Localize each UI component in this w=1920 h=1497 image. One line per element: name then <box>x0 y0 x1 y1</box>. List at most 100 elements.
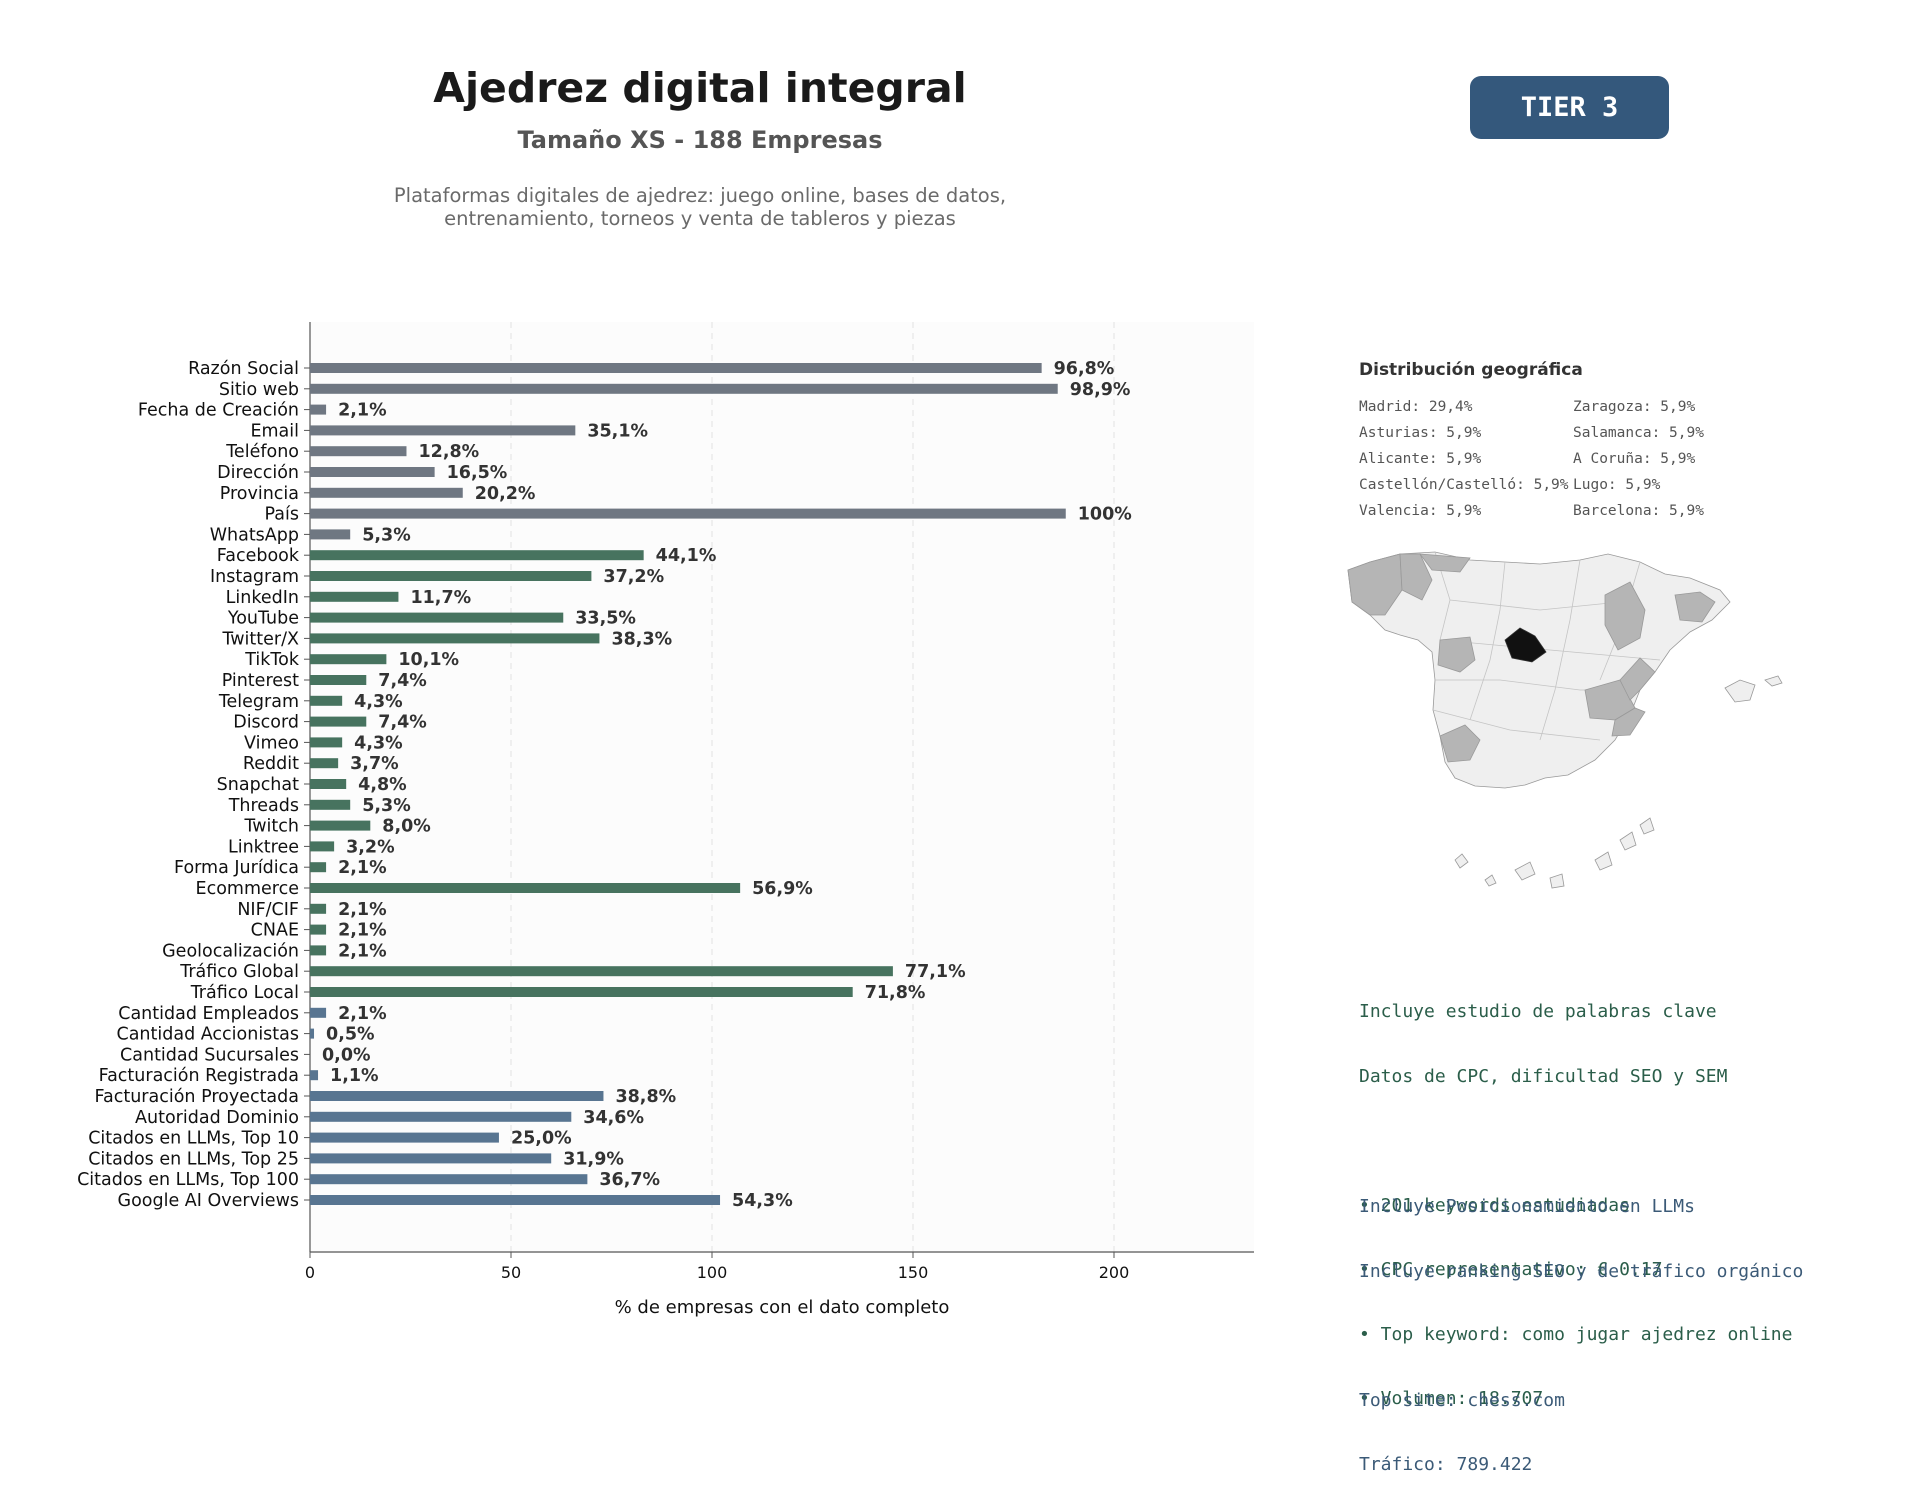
llm-info-line <box>1359 1325 1803 1347</box>
bar-value-label: 2,1% <box>338 921 387 941</box>
category-label: Google AI Overviews <box>118 1191 299 1211</box>
category-label: Cantidad Accionistas <box>116 1025 299 1045</box>
bar-value-label: 11,7% <box>410 588 471 608</box>
map-region-galicia <box>1347 553 1403 616</box>
category-label: Geolocalización <box>162 941 299 961</box>
geo-item: Barcelona: 5,9% <box>1573 503 1704 519</box>
category-label: Linktree <box>228 837 299 857</box>
keywords-info-line: • Volumen: 18.707 <box>1359 1388 1544 1409</box>
bar-value-label: 4,3% <box>354 733 403 753</box>
category-label: Citados en LLMs, Top 10 <box>88 1129 299 1149</box>
bar-value-label: 7,4% <box>378 713 427 733</box>
bar-value-label: 71,8% <box>865 983 926 1003</box>
bar-value-label: 0,5% <box>326 1025 375 1045</box>
bar-value-label: 31,9% <box>563 1149 624 1169</box>
bar <box>310 737 343 748</box>
bar-value-label: 0,0% <box>322 1045 371 1065</box>
bar-value-label: 38,3% <box>611 629 672 649</box>
category-label: Citados en LLMs, Top 100 <box>77 1170 299 1190</box>
bar <box>310 1111 572 1122</box>
bar <box>310 862 327 873</box>
bar <box>310 404 327 415</box>
bar <box>310 779 347 789</box>
bar-value-label: 37,2% <box>603 567 664 587</box>
geo-item: A Coruña: 5,9% <box>1573 451 1696 467</box>
category-label: Facebook <box>217 546 300 566</box>
geo-item: Asturias: 5,9% <box>1359 425 1482 441</box>
category-label: NIF/CIF <box>237 900 299 920</box>
category-label: Twitch <box>243 817 299 837</box>
keywords-info-line: Datos de CPC, dificultad SEO y SEM <box>1359 1065 1728 1087</box>
bar-value-label: 5,3% <box>362 796 411 816</box>
x-tick-label: 200 <box>1099 1263 1130 1282</box>
category-label: Provincia <box>220 484 299 504</box>
geo-item: Alicante: 5,9% <box>1359 451 1482 467</box>
bar <box>310 467 435 477</box>
bar <box>310 675 367 685</box>
category-label: Dirección <box>217 463 299 483</box>
category-label: Razón Social <box>188 359 299 379</box>
bar-value-label: 36,7% <box>599 1170 660 1190</box>
bar-value-label: 5,3% <box>362 525 411 545</box>
bar <box>310 987 853 997</box>
bar <box>310 383 1058 394</box>
category-label: Threads <box>228 796 299 816</box>
bar-value-label: 16,5% <box>447 463 508 483</box>
map-region-castellon <box>1619 657 1656 701</box>
x-tick-label: 150 <box>898 1263 929 1282</box>
bar-value-label: 56,9% <box>752 879 813 899</box>
category-label: Twitter/X <box>221 629 299 649</box>
bar <box>310 654 387 665</box>
bar <box>310 425 576 436</box>
category-label: Email <box>250 421 299 441</box>
bar-value-label: 4,8% <box>358 775 407 795</box>
map-region-lugo <box>1399 553 1433 601</box>
x-tick-label: 100 <box>697 1263 728 1282</box>
category-label: Tráfico Local <box>190 983 299 1003</box>
llm-info-line: Tráfico: 789.422 <box>1359 1454 1533 1475</box>
bar <box>310 508 1066 519</box>
bar-value-label: 44,1% <box>656 546 717 566</box>
bar-value-label: 2,1% <box>338 1004 387 1024</box>
bar-value-label: 25,0% <box>511 1129 572 1149</box>
bar-value-label: 34,6% <box>583 1108 644 1128</box>
category-label: Citados en LLMs, Top 25 <box>88 1149 299 1169</box>
llm-info-line: Top site: chess.com <box>1359 1389 1565 1411</box>
bar-value-label: 7,4% <box>378 671 427 691</box>
geo-distribution-title: Distribución geográfica <box>1359 360 1583 380</box>
category-label: Autoridad Dominio <box>135 1108 299 1128</box>
bar-value-label: 77,1% <box>905 962 966 982</box>
description-line: entrenamiento, torneos y venta de tabler… <box>444 207 956 230</box>
bar <box>310 716 367 727</box>
keywords-info: Incluye estudio de palabras clave Datos … <box>1359 958 1792 1431</box>
category-label: Instagram <box>210 567 299 587</box>
category-label: Facturación Proyectada <box>95 1087 299 1107</box>
bar <box>310 1091 604 1101</box>
category-label: Sitio web <box>219 380 299 400</box>
bar <box>310 446 407 457</box>
bar <box>310 363 1042 373</box>
page-subtitle: Tamaño XS - 188 Empresas <box>517 126 883 154</box>
category-label: LinkedIn <box>226 588 299 608</box>
bar-value-label: 38,8% <box>615 1087 676 1107</box>
keywords-info-line <box>1359 1130 1792 1152</box>
map-region-barcelona <box>1674 591 1716 623</box>
bar-value-label: 4,3% <box>354 692 403 712</box>
bar <box>310 945 327 956</box>
keywords-info-line: • CPC representativo: € 0.17 <box>1359 1259 1663 1280</box>
category-label: Tráfico Global <box>179 962 299 982</box>
category-label: CNAE <box>251 921 299 941</box>
bar <box>310 820 371 831</box>
bar <box>310 841 335 852</box>
map-region-alicante <box>1611 707 1646 737</box>
keywords-info-line: • Top keyword: como jugar ajedrez online <box>1359 1323 1793 1345</box>
bar <box>310 529 351 540</box>
category-label: Pinterest <box>222 671 299 691</box>
category-label: Ecommerce <box>196 879 299 899</box>
category-label: Cantidad Sucursales <box>120 1045 299 1065</box>
bar-value-label: 100% <box>1078 505 1132 525</box>
bar <box>310 612 564 623</box>
map-region-zaragoza <box>1604 581 1646 651</box>
category-label: País <box>265 505 299 525</box>
geo-item: Valencia: 5,9% <box>1359 503 1482 519</box>
